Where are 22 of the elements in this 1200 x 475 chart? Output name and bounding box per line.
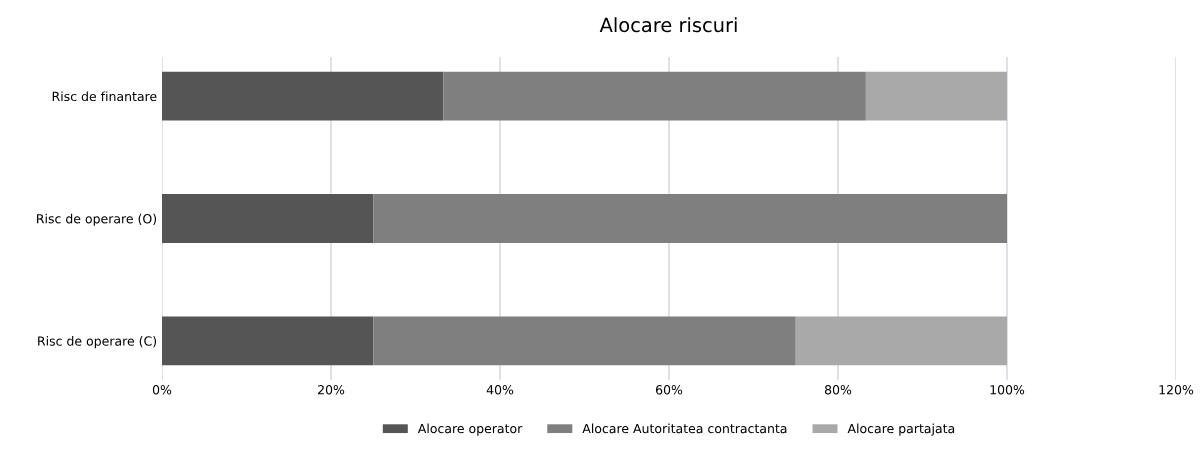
x-tick-label: 0% bbox=[152, 385, 172, 395]
legend-label: Alocare Autoritatea contractanta bbox=[582, 423, 787, 434]
x-tick-label: 120% bbox=[1159, 385, 1194, 395]
bar bbox=[162, 194, 374, 243]
x-tick-label: 20% bbox=[318, 385, 345, 395]
bar bbox=[865, 71, 1007, 121]
bar bbox=[162, 71, 444, 121]
x-tick-label: 80% bbox=[824, 385, 852, 395]
legend-label: Alocare partajata bbox=[847, 423, 955, 436]
bar bbox=[373, 194, 1007, 243]
bar bbox=[162, 316, 374, 366]
bar bbox=[443, 71, 866, 121]
y-tick-label: Risc de operare (O) bbox=[37, 213, 157, 226]
x-tick-label: 60% bbox=[655, 385, 683, 395]
chart-title: Alocare riscuri bbox=[599, 17, 737, 33]
y-tick-label: Risc de operare (C) bbox=[38, 336, 157, 349]
x-tick-label: 100% bbox=[990, 385, 1025, 395]
legend-label: Alocare operator bbox=[417, 423, 523, 436]
x-tick-label: 40% bbox=[486, 385, 514, 395]
y-tick-label: Risc de finantare bbox=[52, 91, 157, 102]
bar bbox=[373, 316, 796, 366]
bar bbox=[795, 316, 1007, 366]
